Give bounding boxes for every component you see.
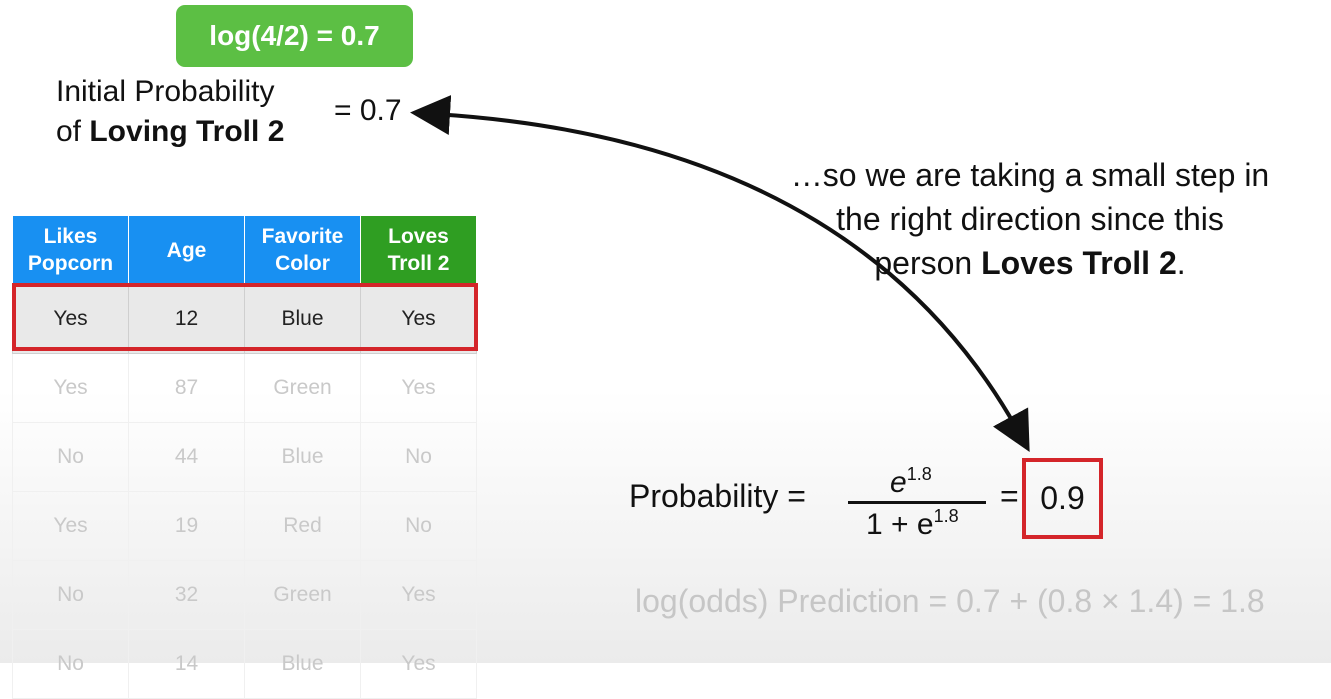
table-row: No 14 Blue Yes xyxy=(12,629,477,699)
table-row: Yes 19 Red No xyxy=(12,491,477,561)
fraction-denominator: 1 + e1.8 xyxy=(866,506,959,542)
table-cell: Yes xyxy=(12,491,129,561)
table-cell: Red xyxy=(244,491,361,561)
table-cell: Yes xyxy=(360,284,477,354)
initial-prob-value: = 0.7 xyxy=(334,94,402,127)
table-cell: Yes xyxy=(360,629,477,699)
table-cell: Blue xyxy=(244,629,361,699)
explanation-line2: the right direction since this xyxy=(836,201,1224,237)
log-badge: log(4/2) = 0.7 xyxy=(176,5,413,67)
initial-prob-line1: Initial Probability xyxy=(56,75,275,108)
formula-equals: = xyxy=(1000,478,1019,514)
den-base: 1 + e xyxy=(866,508,934,541)
table-cell: No xyxy=(12,629,129,699)
table-cell: Yes xyxy=(360,560,477,630)
table-cell: 87 xyxy=(128,353,245,423)
table-cell: 44 xyxy=(128,422,245,492)
table-cell: No xyxy=(360,491,477,561)
table-cell: Green xyxy=(244,560,361,630)
table-cell: Yes xyxy=(360,353,477,423)
explanation-suffix: . xyxy=(1176,245,1186,281)
table-row: No 32 Green Yes xyxy=(12,560,477,630)
data-table: Likes Popcorn Age Favorite Color Loves Trol… xyxy=(12,215,477,699)
curved-arrow xyxy=(410,95,1030,453)
table-header-row: Likes Popcorn Age Favorite Color Loves Trol… xyxy=(12,215,477,285)
table-cell: Yes xyxy=(12,353,129,423)
header-loves-troll-2: Loves Troll 2 xyxy=(360,215,477,285)
table-cell: No xyxy=(12,422,129,492)
header-age: Age xyxy=(128,215,245,285)
initial-probability-label: Initial Probability of Loving Troll 2 xyxy=(56,72,284,152)
explanation-line3: person Loves Troll 2. xyxy=(740,241,1320,285)
row-highlight-box xyxy=(12,283,478,351)
explanation-prefix: person xyxy=(874,245,982,281)
logodds-prediction: log(odds) Prediction = 0.7 + (0.8 × 1.4)… xyxy=(635,583,1265,619)
probability-label: Probability = xyxy=(629,478,806,514)
table-cell: 32 xyxy=(128,560,245,630)
table-cell: Yes xyxy=(12,284,129,354)
fraction-numerator: e1.8 xyxy=(890,464,932,500)
num-base: e xyxy=(890,466,907,499)
table-cell: No xyxy=(12,560,129,630)
table-row: Yes 87 Green Yes xyxy=(12,353,477,423)
initial-prob-line2: of Loving Troll 2 xyxy=(56,112,284,152)
explanation-line1: …so we are taking a small step in xyxy=(790,157,1270,193)
header-favorite-color: Favorite Color xyxy=(244,215,361,285)
header-likes-popcorn: Likes Popcorn xyxy=(12,215,129,285)
table-row: Yes 12 Blue Yes xyxy=(12,284,477,354)
probability-result: 0.9 xyxy=(1022,458,1103,539)
table-cell: Green xyxy=(244,353,361,423)
explanation-text: …so we are taking a small step in the ri… xyxy=(740,153,1320,285)
table-cell: No xyxy=(360,422,477,492)
table-cell: Blue xyxy=(244,284,361,354)
den-exponent: 1.8 xyxy=(933,506,959,526)
num-exponent: 1.8 xyxy=(906,464,932,484)
table-cell: 12 xyxy=(128,284,245,354)
table-cell: 19 xyxy=(128,491,245,561)
initial-prob-bold: Loving Troll 2 xyxy=(89,115,285,148)
fraction-line xyxy=(848,501,986,504)
table-row: No 44 Blue No xyxy=(12,422,477,492)
table-cell: Blue xyxy=(244,422,361,492)
explanation-bold: Loves Troll 2 xyxy=(981,245,1177,281)
initial-prob-prefix: of xyxy=(56,115,90,148)
table-cell: 14 xyxy=(128,629,245,699)
